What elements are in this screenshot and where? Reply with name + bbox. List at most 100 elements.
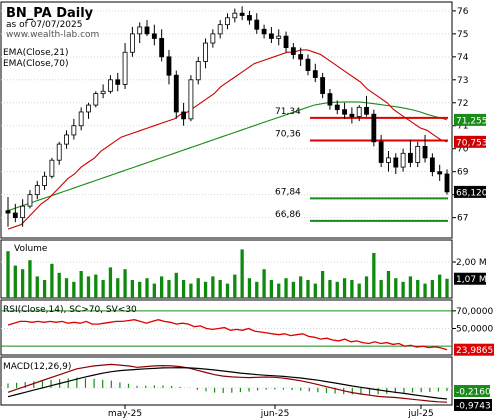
ema-70-path	[7, 101, 448, 212]
candle-body	[27, 194, 33, 207]
macd-legend: MACD(12,26,9)	[3, 362, 71, 372]
candle-body	[415, 146, 421, 163]
candle-body	[349, 113, 355, 117]
candle-body	[254, 19, 260, 30]
volume-panel: 2,00 M 1,07 M Volume	[0, 239, 487, 299]
candle-body	[20, 205, 26, 219]
volume-marker-label: 1,07 M	[456, 275, 487, 285]
candle-body	[181, 111, 187, 120]
rsi-path	[7, 319, 448, 351]
volume-bar	[342, 278, 347, 298]
candle-body	[386, 157, 391, 163]
price-level-label: 66,86	[275, 210, 301, 220]
candle-body	[159, 38, 165, 58]
price-marker-label: 68,120	[456, 188, 488, 198]
candle-body	[444, 173, 450, 193]
price-panel: 67686970717273747576 71,3470,3667,8466,8…	[0, 1, 488, 239]
volume-bar	[306, 280, 310, 298]
volume-bar	[240, 249, 244, 298]
ema-21-legend: EMA(Close,21)	[3, 48, 68, 58]
x-tick-label: may-25	[108, 409, 142, 419]
candle-body	[64, 134, 69, 145]
volume-bar	[167, 280, 171, 298]
volume-bar	[438, 274, 442, 298]
x-axis: may-25 jun-25 jul-25	[108, 405, 434, 419]
price-tick-label: 69	[457, 168, 469, 178]
rsi-legend: RSI(Close,14), SC>70, SV<30	[3, 305, 137, 315]
candle-body	[437, 171, 443, 175]
x-tick-label: jul-25	[407, 409, 433, 419]
candlesticks	[5, 6, 450, 227]
candle-body	[283, 35, 289, 49]
candle-body	[305, 58, 311, 72]
volume-bar	[13, 265, 17, 298]
as-of-date: as of 07/07/2025	[6, 20, 82, 30]
volume-bar	[160, 276, 164, 298]
volume-bar	[386, 271, 391, 298]
candle-body	[422, 146, 428, 159]
price-tick-label: 76	[457, 7, 469, 17]
macd-hist-marker-box	[454, 385, 490, 398]
price-tick-label: 70	[457, 145, 469, 155]
candle-body	[378, 141, 384, 163]
rsi-panel: 70,0000 50,0000 23,9865 RSI(Close,14), SC>…	[0, 299, 494, 356]
price-marker-box	[454, 113, 486, 126]
candle-body	[232, 12, 238, 19]
ema-70-legend: EMA(Close,70)	[3, 59, 68, 69]
candle-body	[261, 28, 267, 35]
macd-marker-label: -0,9743	[456, 402, 491, 412]
macd-hist-marker-label: -0,2160	[456, 388, 491, 398]
candle-body	[320, 77, 326, 94]
volume-bar	[357, 283, 361, 298]
macd-marker-box	[454, 399, 492, 411]
volume-bar	[364, 276, 369, 298]
rsi-y-axis: 70,0000 50,0000 23,9865	[452, 307, 494, 356]
volume-bar	[269, 280, 274, 298]
volume-bar	[152, 283, 156, 298]
volume-bar	[189, 283, 193, 298]
candle-body	[78, 111, 84, 127]
chart-title: BN_PA Daily	[6, 6, 94, 21]
volume-bar	[211, 276, 215, 298]
candle-body	[144, 26, 150, 35]
candle-body	[188, 79, 194, 120]
volume-bars	[6, 249, 449, 298]
volume-bar	[233, 274, 237, 298]
volume-bar	[108, 267, 113, 298]
price-level-label: 67,84	[275, 187, 301, 197]
macd-signal-path	[7, 366, 448, 400]
candle-body	[203, 42, 208, 62]
price-marker-label: 70,753	[456, 138, 488, 148]
volume-bar	[86, 276, 91, 298]
macd-line-path	[7, 363, 448, 403]
volume-bar	[416, 280, 420, 298]
candle-body	[195, 61, 201, 81]
volume-bar	[20, 269, 25, 298]
volume-marker-box	[454, 272, 486, 285]
price-tick-label: 72	[457, 99, 468, 109]
candle-body	[137, 26, 143, 35]
volume-bar	[42, 280, 47, 298]
candle-body	[371, 113, 377, 143]
ema-21-line	[7, 49, 448, 230]
candle-body	[100, 90, 106, 94]
candle-body	[217, 24, 223, 35]
volume-bar	[72, 281, 76, 298]
macd-y-axis: -0,2160 -0,9743	[454, 385, 492, 412]
price-tick-label: 75	[457, 30, 468, 40]
volume-bar	[174, 272, 178, 298]
candle-body	[5, 210, 11, 214]
candle-body	[290, 47, 296, 55]
rsi-tick-label: 50,0000	[456, 325, 493, 335]
candle-body	[166, 56, 172, 76]
candle-body	[298, 54, 304, 60]
volume-bar	[57, 272, 61, 298]
volume-bar	[130, 280, 135, 298]
volume-bar	[145, 278, 149, 298]
volume-bar	[430, 280, 435, 298]
volume-bar	[372, 253, 376, 298]
volume-bar	[320, 271, 325, 298]
price-tick-label: 74	[457, 53, 469, 63]
volume-bar	[291, 281, 295, 298]
